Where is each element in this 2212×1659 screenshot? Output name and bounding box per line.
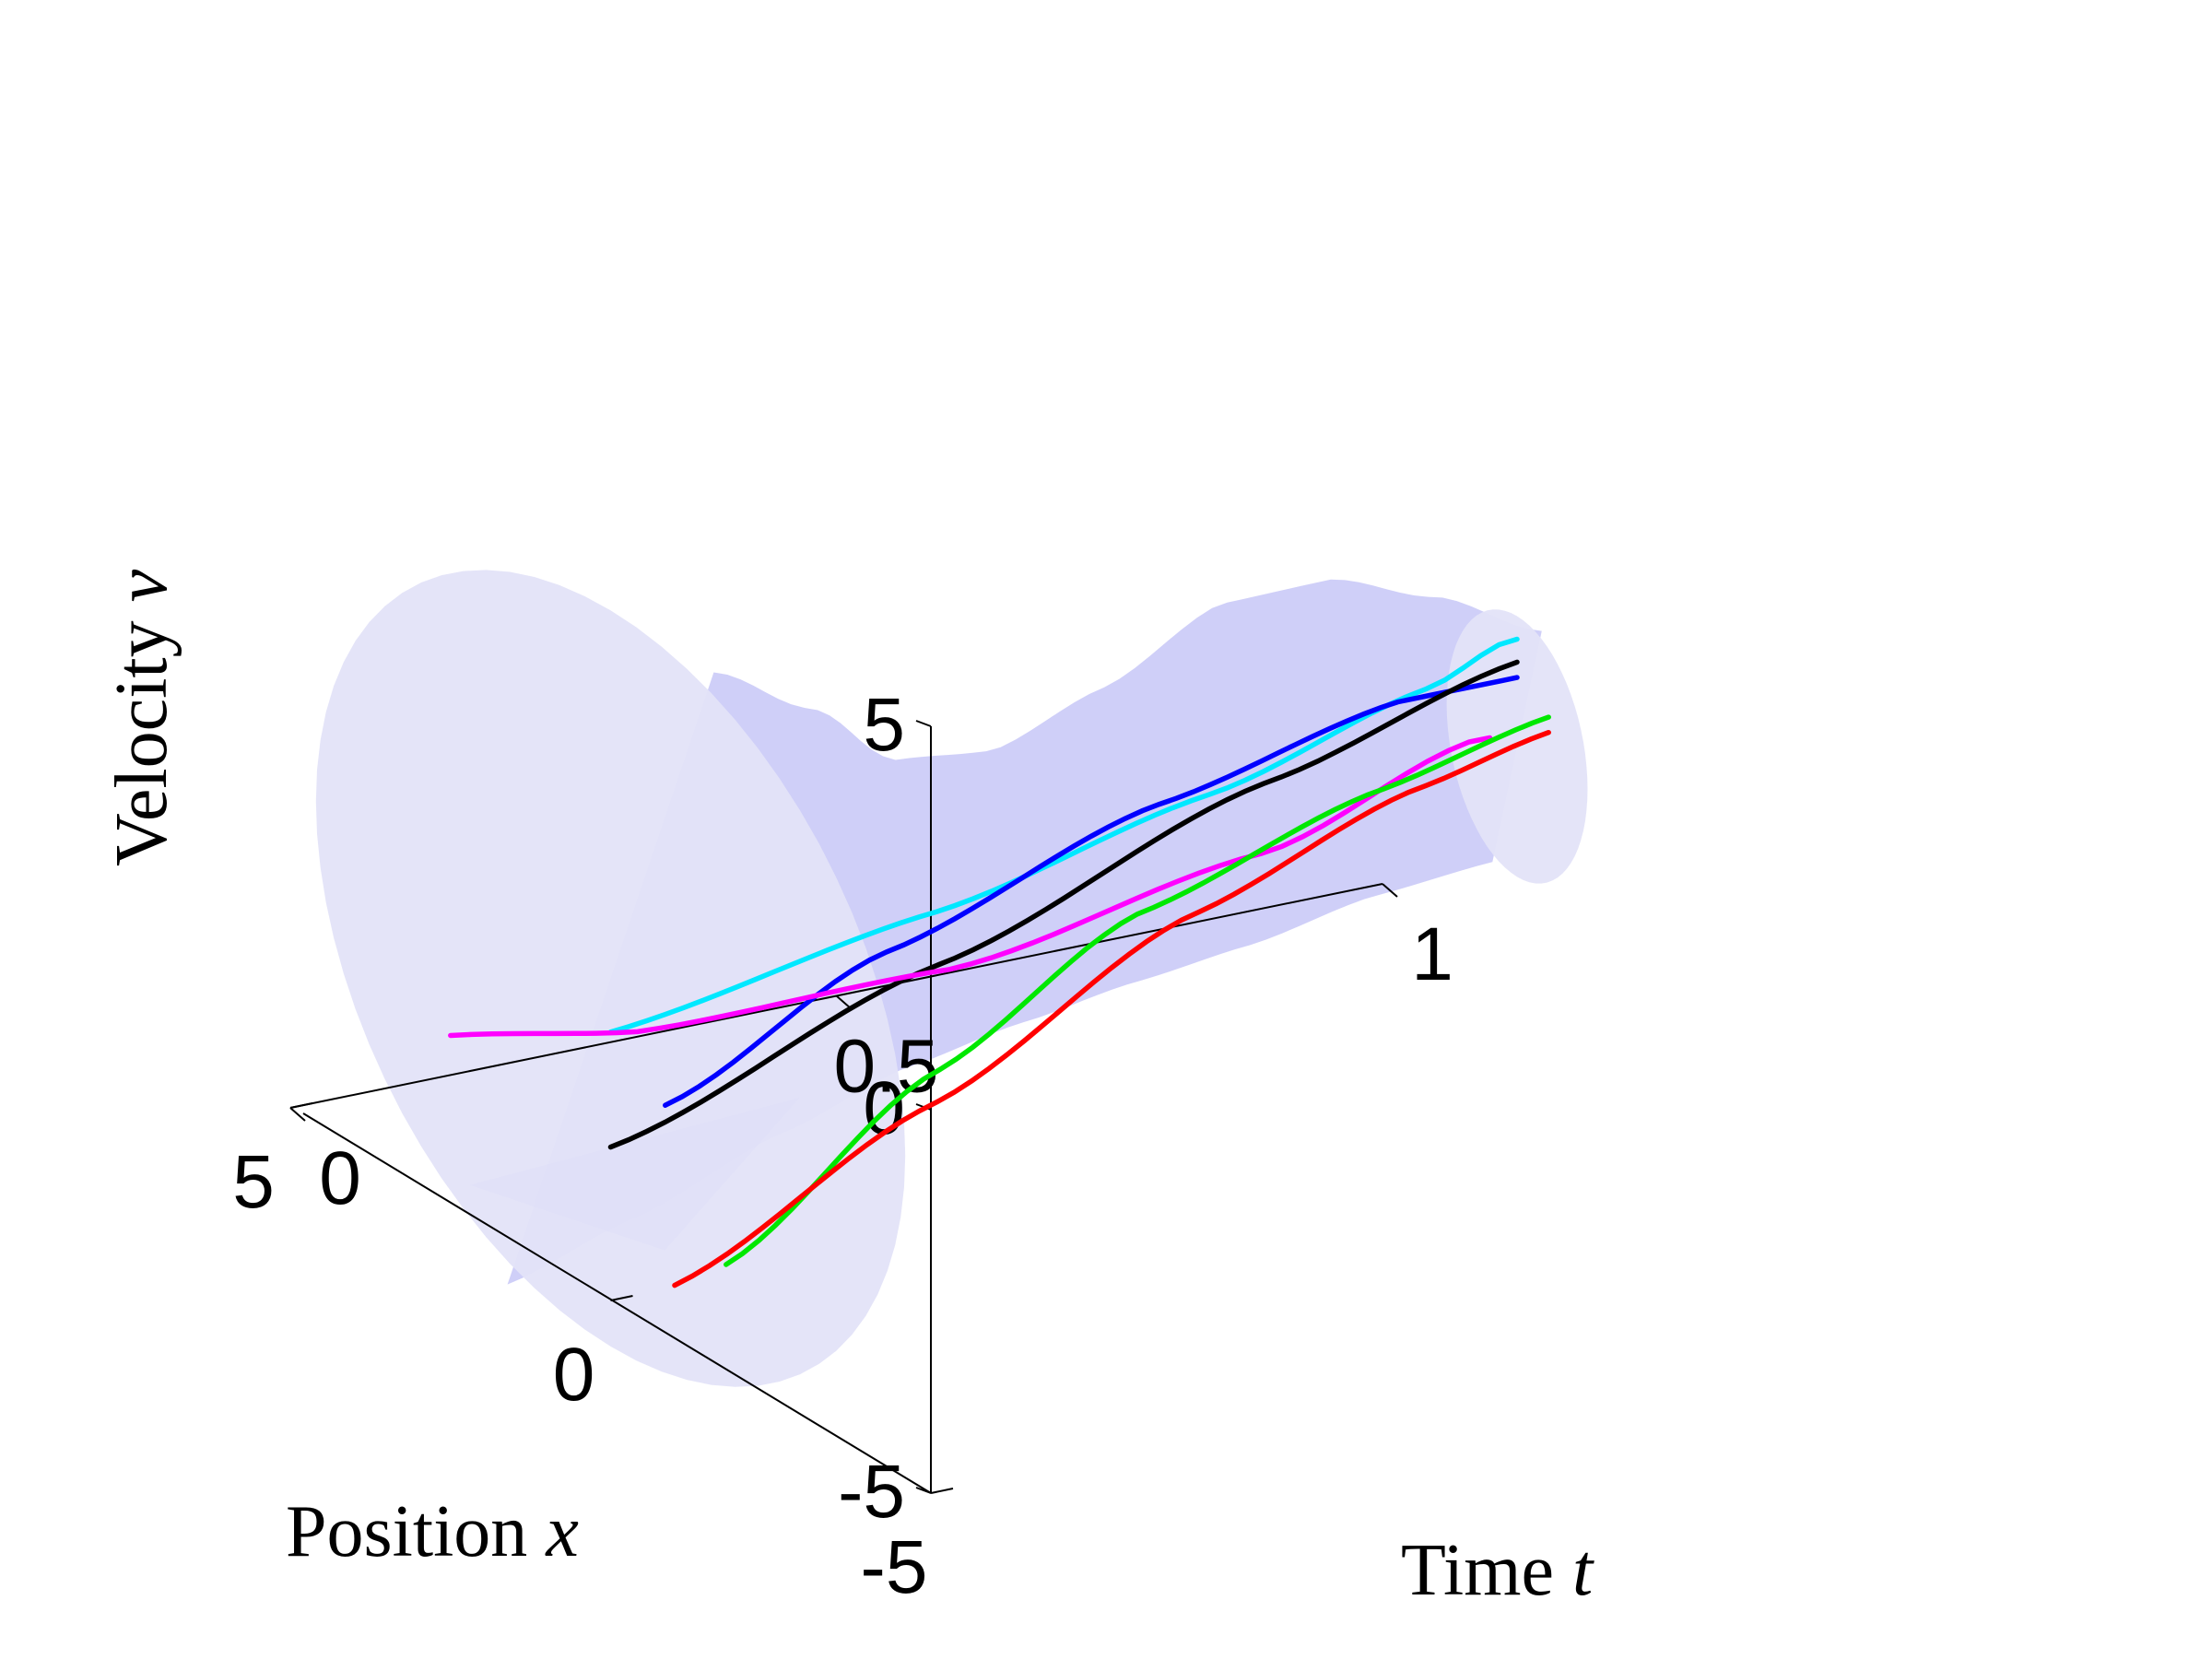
x-axis-line — [302, 1112, 932, 1494]
tube-start-cap — [315, 570, 906, 1387]
trajectory-3 — [448, 735, 1493, 1039]
t-tick — [835, 994, 853, 1010]
trajectory-1 — [663, 675, 1520, 1108]
v-tick-label: -5 — [838, 1450, 905, 1534]
t-tick-label: 0 — [319, 1136, 361, 1220]
x-tick — [610, 1295, 633, 1301]
tube-surface — [315, 570, 1588, 1387]
v-tick — [915, 720, 932, 727]
trajectories — [448, 636, 1551, 1288]
t-tick-label: 1 — [1411, 912, 1453, 996]
v-tick-label: 5 — [863, 683, 905, 767]
x-tick-label: -5 — [861, 1525, 928, 1609]
x-axis-label: Position x — [286, 1491, 579, 1572]
trajectory-2 — [607, 659, 1520, 1150]
trajectory-5 — [672, 729, 1551, 1288]
trajectory-4 — [724, 714, 1551, 1267]
v-axis-label: Velocity v — [101, 569, 182, 866]
v-tick — [915, 1487, 932, 1494]
x-tick — [930, 1488, 954, 1494]
axis-labels: Time t Position x Velocity v — [101, 569, 1594, 1611]
x-tick-label: 5 — [232, 1140, 275, 1224]
t-tick — [1382, 883, 1398, 898]
x-tick — [289, 1102, 313, 1109]
t-tick-label: 0.5 — [834, 1025, 939, 1109]
trajectory-0 — [607, 636, 1520, 1035]
t-tick — [289, 1107, 306, 1122]
x-tick-label: 0 — [553, 1333, 595, 1417]
t-axis-label: Time t — [1401, 1530, 1594, 1611]
